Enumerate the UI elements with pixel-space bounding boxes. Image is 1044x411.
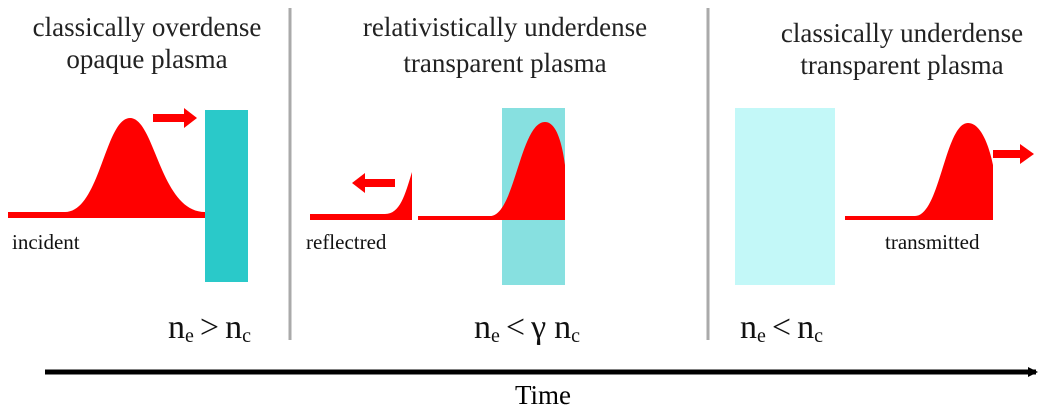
arrow xyxy=(993,144,1034,164)
symbol: γ xyxy=(530,309,546,346)
symbol: n xyxy=(554,309,571,346)
condition: ne > nc xyxy=(168,309,251,347)
condition: ne < γ nc xyxy=(474,309,580,347)
pulse xyxy=(8,118,205,218)
pulse xyxy=(418,122,565,220)
reflected-pulse xyxy=(310,172,412,220)
panel-title: relativistically underdense xyxy=(363,12,647,42)
subscript: c xyxy=(814,325,823,347)
symbol: n xyxy=(474,309,491,346)
arrow xyxy=(352,173,395,193)
panel-title: classically underdense xyxy=(781,18,1023,48)
symbol: n xyxy=(740,309,757,346)
pulse-label: incident xyxy=(12,230,80,254)
symbol: n xyxy=(797,309,814,346)
condition: ne < nc xyxy=(740,309,823,347)
symbol: n xyxy=(225,309,242,346)
symbol: n xyxy=(168,309,185,346)
panel-title: transparent plasma xyxy=(800,50,1003,80)
operator: > xyxy=(200,309,219,346)
pulse-label: reflectred xyxy=(306,230,387,254)
subscript: e xyxy=(757,325,766,347)
operator: < xyxy=(506,309,525,346)
pulse-label: transmitted xyxy=(885,230,980,254)
pulse xyxy=(845,123,993,220)
plasma-block xyxy=(735,108,835,285)
subscript: e xyxy=(491,325,500,347)
operator: < xyxy=(772,309,791,346)
plasma-block xyxy=(205,110,248,282)
arrow xyxy=(153,108,197,128)
subscript: c xyxy=(242,325,251,347)
panel-title: transparent plasma xyxy=(403,48,606,78)
subscript: c xyxy=(571,325,580,347)
subscript: e xyxy=(185,325,194,347)
axis-label: Time xyxy=(515,380,571,410)
panel-title: classically overdense xyxy=(33,12,262,42)
panel-title: opaque plasma xyxy=(66,44,227,74)
